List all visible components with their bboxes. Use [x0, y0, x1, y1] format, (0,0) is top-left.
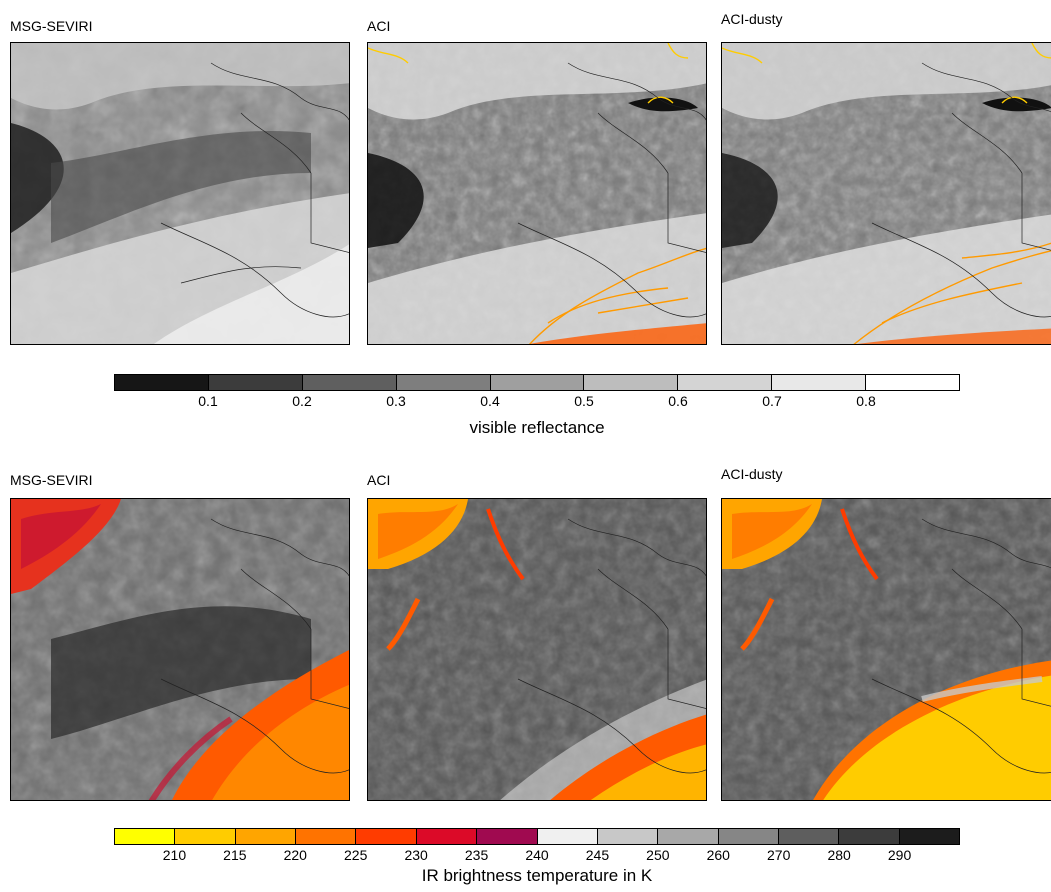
visible-colorbar-tick-label: 0.2: [292, 393, 312, 409]
ir-colorbar-tick-label: 230: [404, 847, 428, 863]
ir-colorbar-swatch: [839, 829, 900, 844]
map-top-aci-dusty: [721, 42, 1051, 345]
visible-colorbar-swatch: [208, 375, 303, 390]
ir-colorbar-swatch: [296, 829, 357, 844]
visible-colorbar-swatch: [115, 375, 209, 390]
ir-colorbar-tick-label: 290: [887, 847, 912, 863]
visible-colorbar-swatch: [772, 375, 867, 390]
ir-colorbar-swatch: [899, 829, 960, 844]
ir-colorbar-swatch: [537, 829, 598, 844]
ir-colorbar-swatch: [658, 829, 719, 844]
ir-colorbar-swatch: [416, 829, 478, 844]
colorbar-visible-reflectance: [114, 374, 960, 391]
colorbar-ir-label: IR brightness temperature in K: [421, 866, 653, 885]
panel-title-top-aci: ACI: [367, 18, 391, 34]
ir-colorbar-tick-label: 210: [162, 847, 187, 863]
colorbar-ir-brightness: [114, 828, 960, 845]
ir-colorbar-swatch: [597, 829, 659, 844]
ir-colorbar-tick-label: 250: [646, 847, 670, 863]
map-top-aci: [367, 42, 707, 345]
ir-colorbar-swatch: [356, 829, 417, 844]
visible-colorbar-swatch: [490, 375, 585, 390]
visible-colorbar-tick-label: 0.6: [668, 393, 688, 409]
colorbar-visible-label: visible reflectance: [469, 418, 605, 437]
ir-colorbar-swatch: [175, 829, 236, 844]
ir-colorbar-tick-label: 220: [283, 847, 307, 863]
map-bottom-aci: [367, 498, 707, 801]
ir-colorbar-swatch: [477, 829, 538, 844]
ir-colorbar-tick-label: 280: [827, 847, 851, 863]
visible-colorbar-swatch: [584, 375, 679, 390]
panel-title-bottom-seviri: MSG-SEVIRI: [10, 472, 93, 488]
ir-colorbar-swatch: [115, 829, 176, 844]
ir-colorbar-tick-label: 235: [464, 847, 489, 863]
ir-colorbar-swatch: [778, 829, 840, 844]
visible-colorbar-tick-label: 0.5: [574, 393, 594, 409]
visible-colorbar-swatch: [396, 375, 491, 390]
ir-colorbar-swatch: [718, 829, 779, 844]
map-bottom-aci-dusty: [721, 498, 1051, 801]
ir-colorbar-tick-label: 260: [706, 847, 730, 863]
ir-colorbar-tick-label: 225: [344, 847, 368, 863]
ir-colorbar-tick-label: 245: [585, 847, 610, 863]
visible-colorbar-tick-label: 0.8: [856, 393, 876, 409]
panel-title-top-seviri: MSG-SEVIRI: [10, 18, 93, 34]
visible-colorbar-tick-label: 0.7: [762, 393, 782, 409]
panel-title-top-aci-dusty: ACI-dusty: [721, 11, 783, 27]
map-top-seviri: [10, 42, 350, 345]
ir-colorbar-swatch: [235, 829, 297, 844]
visible-colorbar-tick-label: 0.1: [198, 393, 218, 409]
visible-colorbar-tick-label: 0.3: [386, 393, 406, 409]
ir-colorbar-tick-label: 240: [525, 847, 549, 863]
map-bottom-seviri: [10, 498, 350, 801]
panel-title-bottom-aci: ACI: [367, 472, 391, 488]
visible-colorbar-swatch: [302, 375, 397, 390]
visible-colorbar-swatch: [866, 375, 960, 390]
ir-colorbar-tick-label: 215: [223, 847, 247, 863]
panel-title-bottom-aci-dusty: ACI-dusty: [721, 466, 783, 482]
visible-colorbar-tick-label: 0.4: [480, 393, 500, 409]
visible-colorbar-swatch: [678, 375, 773, 390]
ir-colorbar-tick-label: 270: [767, 847, 791, 863]
